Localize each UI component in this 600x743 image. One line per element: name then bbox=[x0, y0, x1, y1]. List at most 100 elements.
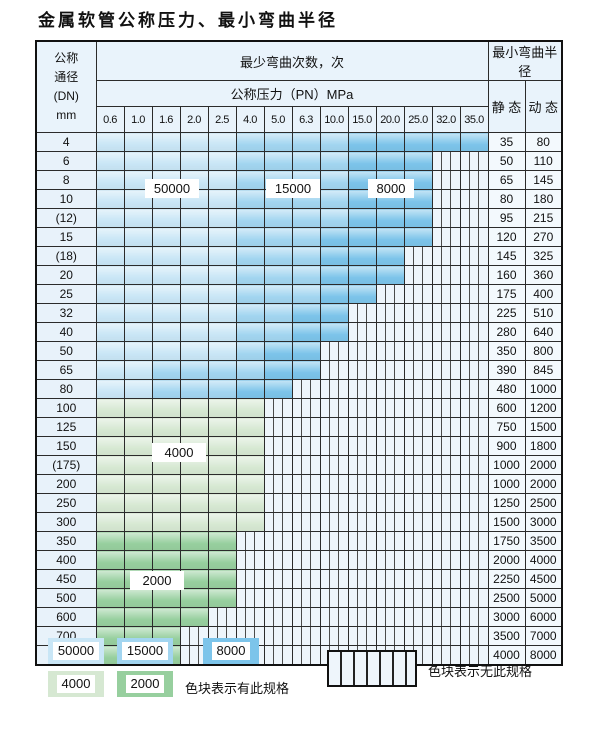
no-spec-cell bbox=[375, 512, 405, 532]
spec-cell-b2 bbox=[235, 360, 265, 380]
no-spec-cell bbox=[291, 379, 321, 399]
no-spec-cell bbox=[347, 379, 377, 399]
static-radius-cell: 350 bbox=[487, 341, 526, 361]
static-radius-cell: 160 bbox=[487, 265, 526, 285]
spec-cell-b1 bbox=[151, 132, 181, 152]
pressure-col-header: 1.0 bbox=[123, 106, 153, 133]
spec-cell-b2 bbox=[235, 284, 265, 304]
spec-cell-b3 bbox=[403, 227, 433, 247]
no-spec-cell bbox=[459, 455, 489, 475]
spec-cell-b3 bbox=[347, 265, 377, 285]
legend-swatch-4000: 4000 bbox=[48, 671, 104, 697]
no-spec-cell bbox=[319, 493, 349, 513]
spec-cell-b1 bbox=[179, 341, 209, 361]
no-spec-cell bbox=[347, 550, 377, 570]
spec-cell-b1 bbox=[95, 360, 125, 380]
static-radius-cell: 120 bbox=[487, 227, 526, 247]
static-radius-cell: 280 bbox=[487, 322, 526, 342]
no-spec-cell bbox=[375, 436, 405, 456]
spec-cell-g2 bbox=[95, 607, 125, 627]
no-spec-cell bbox=[263, 588, 293, 608]
legend-swatch-label: 2000 bbox=[125, 675, 165, 693]
spec-cell-g1 bbox=[207, 398, 237, 418]
dn-cell: 500 bbox=[35, 588, 97, 608]
spec-cell-b2 bbox=[263, 208, 293, 228]
pressure-col-header: 6.3 bbox=[291, 106, 321, 133]
no-spec-cell bbox=[207, 607, 237, 627]
dynamic-radius-cell: 510 bbox=[524, 303, 563, 323]
no-spec-cell bbox=[375, 626, 405, 646]
spec-cell-b2 bbox=[263, 303, 293, 323]
spec-cell-g1 bbox=[207, 417, 237, 437]
spec-cell-b2 bbox=[151, 360, 181, 380]
no-spec-cell bbox=[319, 417, 349, 437]
no-spec-cell bbox=[403, 436, 433, 456]
no-spec-cell bbox=[375, 341, 405, 361]
spec-cell-b3 bbox=[263, 360, 293, 380]
table-row: (175) 1000 2000 bbox=[35, 455, 563, 475]
no-spec-cell bbox=[347, 531, 377, 551]
no-spec-cell bbox=[431, 645, 461, 666]
spec-cell-b1 bbox=[123, 341, 153, 361]
no-spec-cell bbox=[319, 569, 349, 589]
spec-cell-b2 bbox=[235, 189, 265, 209]
static-radius-cell: 1750 bbox=[487, 531, 526, 551]
spec-cell-g1 bbox=[151, 417, 181, 437]
spec-cell-b3 bbox=[263, 379, 293, 399]
no-spec-cell bbox=[319, 512, 349, 532]
spec-cell-b2 bbox=[235, 322, 265, 342]
legend-swatch-label: 8000 bbox=[211, 642, 251, 660]
no-spec-cell bbox=[403, 322, 433, 342]
spec-cell-b1 bbox=[207, 208, 237, 228]
no-spec-cell bbox=[431, 170, 461, 190]
no-spec-cell bbox=[459, 512, 489, 532]
spec-cell-g1 bbox=[235, 436, 265, 456]
no-spec-cell bbox=[431, 550, 461, 570]
spec-table: 公称 通径 (DN) mm 最少弯曲次数，次 最小弯曲半径 公称压力（PN）MP… bbox=[35, 40, 563, 666]
no-spec-cell bbox=[403, 303, 433, 323]
spec-cell-b3 bbox=[319, 265, 349, 285]
static-radius-cell: 1000 bbox=[487, 474, 526, 494]
pressure-col-header: 32.0 bbox=[431, 106, 461, 133]
pressure-col-header: 10.0 bbox=[319, 106, 349, 133]
no-spec-cell bbox=[431, 265, 461, 285]
no-spec-cell bbox=[347, 512, 377, 532]
no-spec-cell bbox=[291, 550, 321, 570]
spec-cell-g1 bbox=[207, 436, 237, 456]
spec-cell-b1 bbox=[95, 322, 125, 342]
header-row-1: 公称 通径 (DN) mm 最少弯曲次数，次 最小弯曲半径 bbox=[35, 40, 563, 133]
no-spec-cell bbox=[263, 417, 293, 437]
spec-cell-b1 bbox=[95, 170, 125, 190]
no-spec-cell bbox=[403, 360, 433, 380]
no-spec-cell bbox=[291, 588, 321, 608]
no-spec-cell bbox=[291, 455, 321, 475]
static-radius-cell: 750 bbox=[487, 417, 526, 437]
no-spec-cell bbox=[347, 493, 377, 513]
header-row-2: 公称压力（PN）MPa 静 态 动 态 bbox=[36, 80, 563, 133]
spec-cell-g1 bbox=[95, 512, 125, 532]
dn-cell: 80 bbox=[35, 379, 97, 399]
spec-cell-b2 bbox=[291, 284, 321, 304]
dynamic-radius-cell: 270 bbox=[524, 227, 563, 247]
no-spec-cell bbox=[431, 417, 461, 437]
spec-cell-b1 bbox=[123, 360, 153, 380]
spec-cell-g2 bbox=[179, 607, 209, 627]
spec-cell-g1 bbox=[207, 474, 237, 494]
spec-cell-g1 bbox=[179, 493, 209, 513]
spec-cell-b1 bbox=[95, 246, 125, 266]
spec-cell-b3 bbox=[319, 322, 349, 342]
spec-cell-b2 bbox=[179, 360, 209, 380]
spec-cell-b2 bbox=[263, 151, 293, 171]
spec-cell-b3 bbox=[347, 132, 377, 152]
static-radius-cell: 175 bbox=[487, 284, 526, 304]
spec-cell-b2 bbox=[235, 341, 265, 361]
spec-cell-g2 bbox=[179, 550, 209, 570]
no-spec-cell bbox=[319, 379, 349, 399]
legend-swatch-15000: 15000 bbox=[117, 638, 173, 664]
no-spec-cell bbox=[291, 607, 321, 627]
spec-cell-b1 bbox=[123, 303, 153, 323]
no-spec-cell bbox=[459, 645, 489, 666]
spec-cell-b3 bbox=[291, 303, 321, 323]
spec-cell-b2 bbox=[235, 132, 265, 152]
dynamic-radius-cell: 400 bbox=[524, 284, 563, 304]
